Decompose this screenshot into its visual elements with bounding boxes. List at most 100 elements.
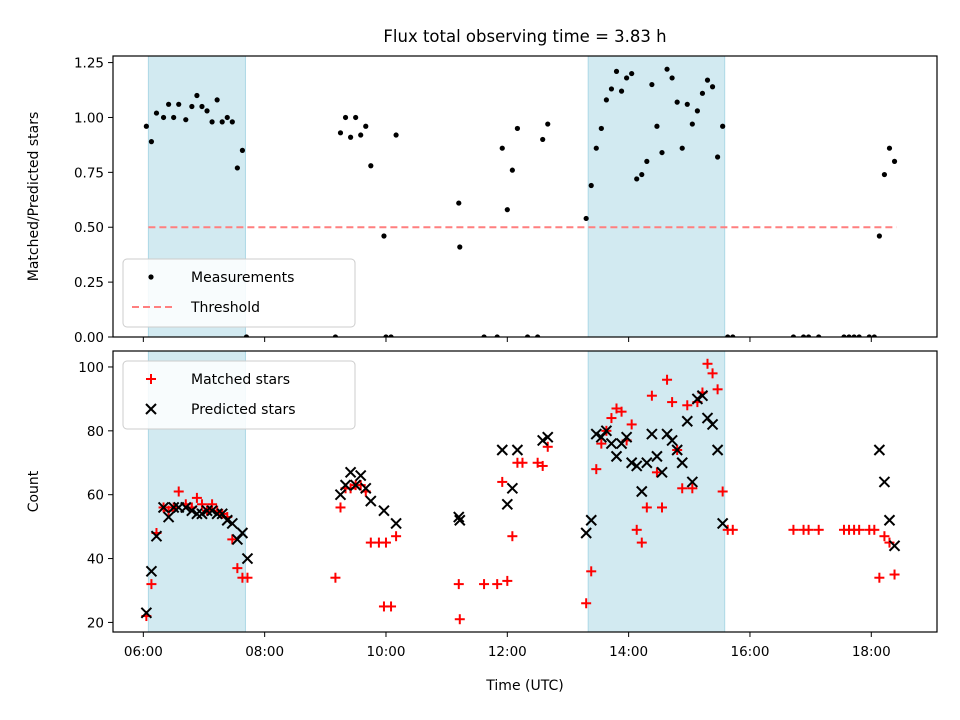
matched-star-point: [874, 572, 885, 583]
predicted-star-point: [600, 425, 613, 437]
measurement-point: [634, 176, 640, 182]
measurement-point: [148, 139, 155, 145]
y-axis-label: Matched/Predicted stars: [26, 112, 42, 282]
matched-star-point: [335, 502, 346, 513]
measurement-point: [353, 114, 359, 121]
y-tick-label: 0.50: [74, 220, 104, 236]
measurement-point: [381, 233, 387, 239]
predicted-star-point: [496, 444, 508, 456]
legend-label: Predicted stars: [191, 402, 296, 418]
predicted-star-point: [221, 514, 233, 526]
predicted-star-point: [186, 504, 198, 517]
predicted-star-point: [620, 431, 633, 443]
x-tick-label: 14:00: [609, 644, 648, 660]
measurement-point: [886, 145, 893, 151]
predicted-star-point: [711, 444, 724, 456]
predicted-star-point: [636, 485, 648, 498]
measurement-point: [618, 88, 625, 94]
matched-star-point: [146, 579, 157, 590]
measurement-point: [891, 158, 898, 164]
observing-window-band: [587, 351, 726, 632]
ratio-panel: 0.00 0.25 0.50 0.75 1.00 1.25 Matched/Predicte…: [26, 55, 938, 346]
predicted-star-point: [226, 517, 239, 530]
measurement-point: [494, 334, 500, 337]
measurement-point: [608, 86, 615, 92]
y-tick-label: 60: [87, 488, 104, 504]
measurement-point: [725, 334, 731, 337]
measurement-point: [540, 136, 546, 143]
matched-star-point: [646, 390, 657, 401]
chart-title: Flux total observing time = 3.83 h: [383, 27, 666, 46]
predicted-star-point: [686, 476, 699, 488]
measurement-point: [347, 134, 354, 140]
predicted-star-point: [180, 501, 192, 514]
x-tick-label: 08:00: [245, 644, 284, 660]
matched-star-point: [537, 460, 548, 471]
predicted-star-point: [236, 527, 249, 539]
measurement-point: [239, 147, 246, 153]
legend-predicted-marker: [145, 403, 157, 415]
matched-star-point: [454, 614, 465, 625]
predicted-star-point: [201, 504, 213, 517]
y-tick-label: 20: [87, 615, 104, 631]
predicted-star-point: [344, 466, 357, 479]
matched-star-point: [163, 505, 174, 516]
measurement-point: [603, 97, 609, 103]
measurement-point: [209, 119, 215, 125]
predicted-star-point: [691, 393, 704, 405]
matched-star-point: [532, 457, 543, 468]
measurement-point: [805, 334, 812, 337]
matched-star-point: [879, 531, 890, 542]
measurement-point: [709, 84, 716, 90]
matched-star-point: [497, 476, 508, 487]
measurement-point: [337, 130, 344, 136]
predicted-star-point: [191, 508, 203, 520]
count-panel: 20 40 60 80 100 06:00 08:00 10:00 12:00 14:00 16:0…: [26, 350, 938, 694]
predicted-star-point: [676, 457, 688, 469]
predicted-star-point: [167, 501, 180, 514]
matched-star-point: [596, 438, 607, 449]
matched-star-point: [542, 441, 553, 452]
measurement-point: [332, 334, 339, 337]
matched-star-point: [191, 492, 202, 503]
matched-star-point: [813, 524, 824, 535]
predicted-star-point: [365, 495, 377, 507]
matched-star-point: [616, 406, 627, 417]
measurement-point: [388, 334, 394, 337]
measurement-point: [730, 334, 736, 337]
predicted-star-point: [641, 457, 653, 469]
matched-star-point: [606, 413, 617, 424]
measurement-point: [871, 334, 877, 337]
matched-star-point: [196, 499, 207, 510]
matched-star-point: [727, 524, 738, 535]
measurement-point: [363, 123, 369, 129]
y-tick-label: 0.75: [74, 165, 104, 181]
legend-label: Matched stars: [191, 372, 290, 388]
measurement-point: [143, 123, 149, 129]
measurement-point: [876, 233, 882, 239]
predicted-star-point: [157, 501, 170, 514]
matched-star-point: [355, 480, 366, 491]
matched-star-point: [173, 486, 184, 497]
predicted-star-point: [453, 511, 465, 523]
measurement-point: [704, 77, 711, 83]
measurement-point: [720, 123, 726, 129]
predicted-star-point: [605, 437, 618, 450]
x-tick-label: 12:00: [488, 644, 527, 660]
predicted-star-point: [681, 415, 693, 427]
matched-star-point: [391, 531, 402, 542]
plot-frame: [112, 350, 938, 633]
matched-star-point: [330, 572, 341, 583]
matched-star-point: [854, 524, 865, 535]
measurement-point: [234, 165, 240, 171]
measurement-point: [689, 121, 695, 127]
predicted-star-point: [390, 517, 402, 530]
y-tick-label: 40: [87, 552, 104, 568]
matched-star-point: [586, 566, 597, 577]
measurement-point: [383, 334, 389, 337]
measurement-point: [545, 121, 551, 127]
measurement-point: [229, 119, 235, 125]
measurement-point: [816, 334, 822, 337]
measurement-point: [214, 97, 220, 103]
predicted-star-point: [501, 498, 514, 510]
